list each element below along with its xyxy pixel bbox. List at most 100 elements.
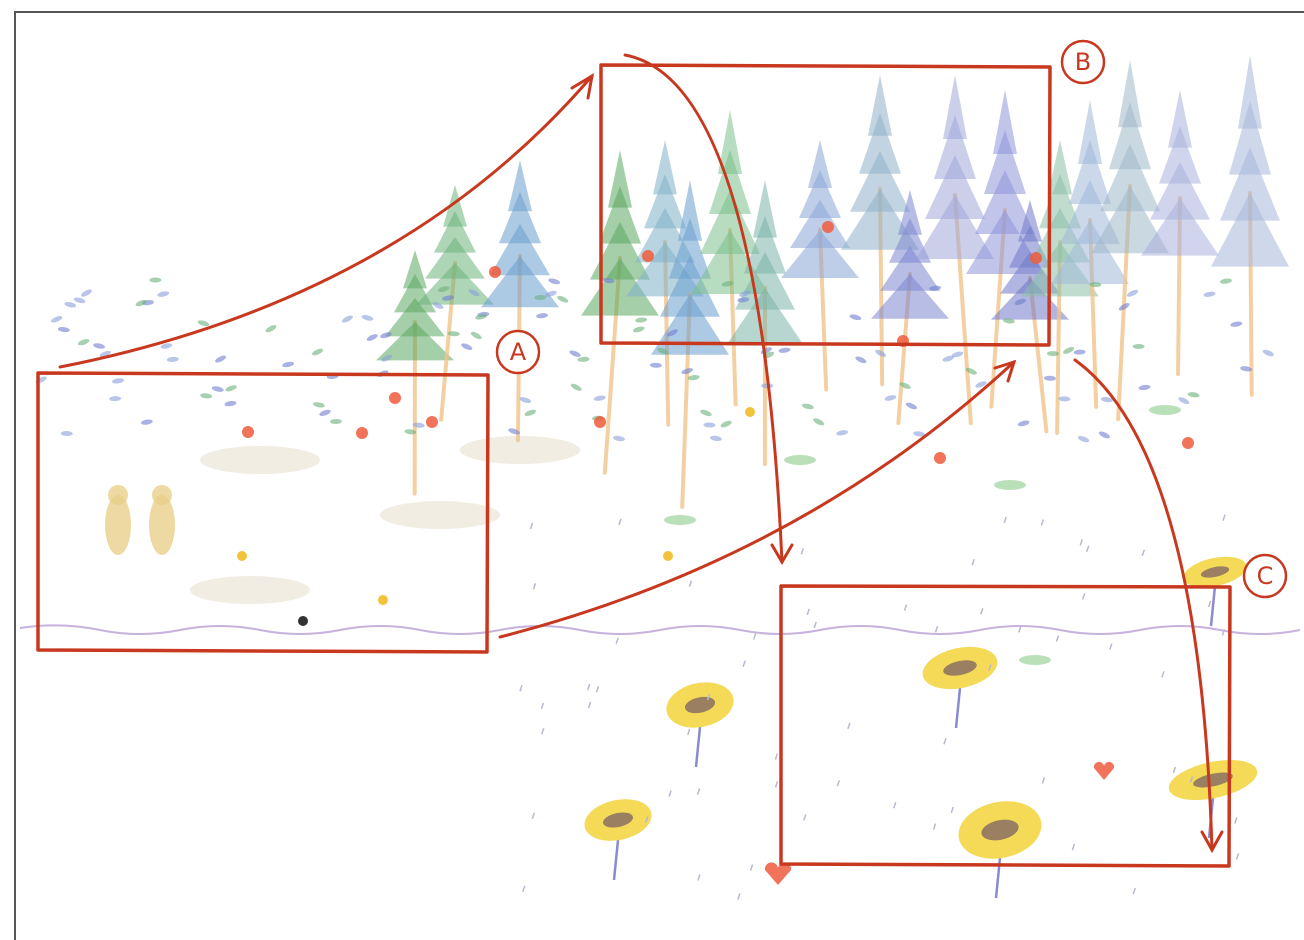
grass-tick bbox=[742, 660, 746, 668]
arrow-head bbox=[993, 359, 1017, 383]
berry bbox=[642, 250, 654, 262]
leaf bbox=[836, 430, 849, 436]
berry bbox=[242, 426, 254, 438]
bear bbox=[149, 495, 175, 555]
tree-foliage bbox=[434, 211, 476, 253]
leaf bbox=[93, 343, 105, 349]
leaf bbox=[319, 409, 331, 417]
frame-b bbox=[599, 63, 1052, 347]
grass-tick bbox=[988, 664, 992, 671]
leaf bbox=[200, 393, 213, 399]
leaf bbox=[739, 290, 751, 297]
grass-tick bbox=[1172, 766, 1177, 774]
leaf bbox=[1077, 435, 1090, 443]
leaf bbox=[801, 403, 814, 410]
grass-tick bbox=[1141, 549, 1146, 556]
frame-c bbox=[779, 584, 1232, 868]
mist bbox=[190, 576, 310, 604]
leaf bbox=[570, 383, 582, 391]
grass-tick bbox=[943, 738, 947, 745]
grass-tick bbox=[903, 604, 908, 611]
grass-tick bbox=[615, 637, 619, 644]
tree-foliage bbox=[916, 195, 994, 259]
grass-tick bbox=[749, 864, 754, 871]
bee bbox=[298, 616, 308, 626]
leaf bbox=[381, 354, 393, 362]
grass-tick bbox=[529, 522, 534, 530]
tree-foliage bbox=[735, 252, 795, 310]
heart bbox=[1093, 761, 1115, 780]
arrow-head bbox=[1200, 830, 1224, 854]
tree-foliage bbox=[508, 160, 532, 212]
leaf bbox=[778, 347, 791, 353]
arrow-head bbox=[570, 73, 595, 100]
leaf bbox=[1089, 282, 1102, 288]
leaf bbox=[470, 331, 482, 340]
flower-stem bbox=[1209, 585, 1217, 627]
frame-label: C bbox=[1257, 562, 1274, 590]
tree-foliage bbox=[376, 322, 454, 361]
leaf bbox=[545, 290, 557, 297]
grass-tick bbox=[1109, 643, 1113, 650]
grass-tick bbox=[1132, 887, 1136, 895]
grass-tick bbox=[1207, 600, 1212, 608]
grass-tick bbox=[752, 633, 757, 640]
tree-foliage bbox=[1150, 162, 1210, 220]
mist bbox=[460, 436, 580, 464]
leaf bbox=[1100, 396, 1113, 403]
leaf bbox=[149, 277, 162, 283]
tree-foliage bbox=[669, 218, 711, 279]
grass bbox=[784, 455, 816, 465]
berry bbox=[594, 416, 606, 428]
leaf bbox=[224, 401, 237, 407]
grass-tick bbox=[696, 788, 701, 795]
leaf bbox=[1132, 344, 1145, 350]
tree-foliage bbox=[1091, 186, 1169, 254]
leaf bbox=[913, 431, 926, 437]
leaf bbox=[57, 326, 70, 333]
leaf bbox=[197, 320, 210, 327]
grass-tick bbox=[1071, 843, 1076, 851]
frame-label: A bbox=[510, 338, 527, 366]
leaf bbox=[700, 409, 712, 417]
tree-foliage bbox=[1100, 144, 1160, 212]
leaf bbox=[548, 278, 561, 285]
leaf bbox=[975, 381, 987, 388]
grass-tick bbox=[522, 885, 526, 893]
tree-foliage bbox=[850, 151, 910, 212]
tree-foliage bbox=[993, 90, 1017, 154]
tree-foliage bbox=[499, 192, 541, 244]
tree-foliage bbox=[781, 230, 859, 278]
small-flower bbox=[237, 551, 247, 561]
berry bbox=[822, 221, 834, 233]
leaf bbox=[73, 297, 86, 304]
bear-head bbox=[152, 485, 172, 505]
tree-foliage bbox=[608, 150, 632, 208]
tree-foliage bbox=[1109, 102, 1151, 170]
leaf bbox=[1230, 321, 1243, 327]
leaf bbox=[442, 295, 454, 301]
tree-foliage bbox=[443, 185, 467, 227]
leaf bbox=[884, 395, 897, 401]
leaf bbox=[468, 289, 480, 297]
grass-tick bbox=[1018, 626, 1022, 633]
tree-foliage bbox=[1220, 147, 1280, 221]
sunflower-center bbox=[943, 660, 977, 676]
tree-foliage bbox=[889, 218, 931, 263]
leaf bbox=[1017, 420, 1030, 427]
berry bbox=[356, 427, 368, 439]
leaf bbox=[721, 281, 734, 287]
leaf bbox=[635, 317, 648, 323]
small-flower bbox=[378, 595, 388, 605]
tree-foliage bbox=[653, 140, 677, 195]
tree-foliage bbox=[880, 246, 940, 291]
leaf bbox=[225, 385, 237, 392]
leaf bbox=[412, 422, 425, 428]
arrow bbox=[58, 74, 594, 369]
arrows bbox=[58, 53, 1224, 854]
leaf bbox=[1058, 396, 1071, 402]
tree-foliage bbox=[871, 274, 949, 319]
sunflower-center bbox=[981, 819, 1019, 841]
leaf bbox=[632, 326, 645, 333]
badge bbox=[1060, 39, 1106, 85]
